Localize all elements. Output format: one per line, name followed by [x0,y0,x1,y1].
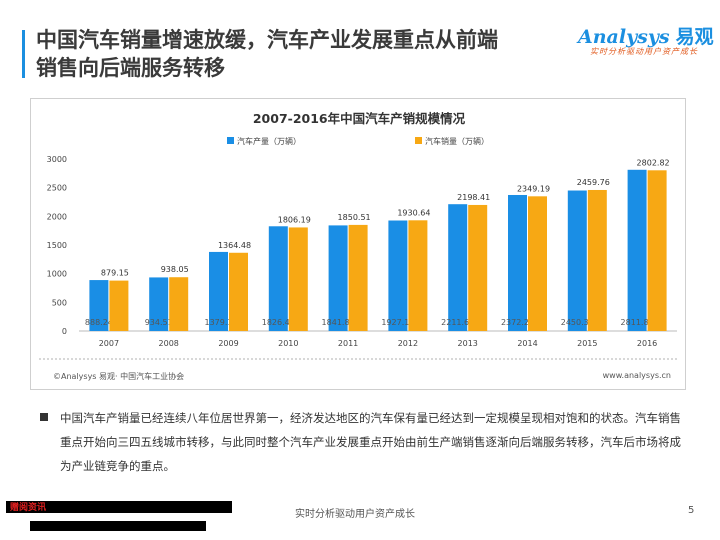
data-label: 2372.29 [501,318,534,327]
bar [209,251,228,331]
data-label: 938.05 [161,265,189,274]
bar [627,169,647,331]
redaction-bar-2 [30,521,206,531]
data-label: 2811.88 [621,318,654,327]
chart-panel: 2007-2016年中国汽车产销规模情况汽车产量（万辆） 汽车销量（万辆） 0 500… [30,98,686,390]
data-label: 879.15 [101,269,129,278]
data-label: 2802.82 [637,158,670,167]
data-label: 1850.51 [338,213,371,222]
bar [149,277,169,331]
legend-label: 汽车销量（万辆） [425,136,489,146]
red-label: 赠阅资讯 [10,503,47,513]
legend-swatch [227,137,234,144]
title-accent-bar [22,30,25,78]
legend-label: 汽车产量（万辆） [237,136,301,146]
bar [468,204,488,331]
x-tick-label: 2013 [458,339,478,348]
page-title-line-2: 销售向后端服务转移 [36,56,225,80]
footer-slogan: 实时分析驱动用户资产成长 [295,509,415,520]
page-title: 中国汽车销量增速放缓，汽车产业发展重点从前端 销售向后端服务转移 [36,26,576,82]
x-tick-label: 2008 [159,339,179,348]
bullet-icon [40,413,48,421]
y-tick-label: 2500 [47,184,67,193]
bar [408,220,428,331]
data-label: 2459.76 [577,178,610,187]
y-tick-label: 0 [62,327,67,336]
body-text: 中国汽车产销量已经连续八年位居世界第一，经济发达地区的汽车保有量已经达到一定规模… [40,406,690,478]
bar [169,277,189,331]
x-tick-label: 2015 [577,339,597,348]
body-paragraph: 中国汽车产销量已经连续八年位居世界第一，经济发达地区的汽车保有量已经达到一定规模… [60,411,681,473]
bar [268,226,288,331]
bar [647,170,667,331]
bar [229,252,248,331]
data-label: 2198.41 [457,193,490,202]
data-label: 934.51 [145,318,173,327]
bar [348,224,368,331]
data-label: 1379.1 [205,318,233,327]
chart-site: www.analysys.cn [602,371,671,380]
x-tick-label: 2009 [218,339,238,348]
y-tick-label: 2000 [47,212,67,221]
data-label: 2450.33 [561,318,594,327]
bar [288,227,308,331]
bar [328,225,348,331]
x-tick-label: 2012 [398,339,418,348]
legend-swatch [415,137,422,144]
bar [567,190,587,331]
bar [388,220,408,331]
analysys-logo: Analysys 易观 实时分析驱动用户资产成长 [578,22,714,62]
data-label: 888.24 [85,318,113,327]
redaction-bar [6,501,232,513]
bar [89,280,109,331]
x-tick-label: 2016 [637,339,657,348]
chart-source: ©Analysys 易观· 中国汽车工业协会 [53,372,185,381]
data-label: 1841.89 [322,318,355,327]
bar [109,280,129,331]
logo-tagline: 实时分析驱动用户资产成长 [590,47,698,56]
data-label: 2211.68 [441,318,474,327]
data-label: 1364.48 [218,241,251,250]
chart-title: 2007-2016年中国汽车产销规模情况 [253,111,466,126]
y-tick-label: 500 [52,298,67,307]
bar [508,194,527,331]
y-tick-label: 3000 [47,155,67,164]
logo-cn-text: 易观 [675,26,714,48]
y-tick-label: 1500 [47,241,67,250]
data-label: 1826.47 [262,318,295,327]
page-title-line-1: 中国汽车销量增速放缓，汽车产业发展重点从前端 [36,28,498,52]
x-tick-label: 2007 [99,339,119,348]
data-label: 1806.19 [278,215,311,224]
y-tick-label: 1000 [47,270,67,279]
logo-text: Analysys [578,26,670,48]
bar [587,189,607,331]
x-tick-label: 2014 [517,339,537,348]
data-label: 1927.18 [381,318,414,327]
data-label: 1930.64 [397,208,430,217]
page-number: 5 [688,505,695,516]
bar [528,196,547,331]
x-tick-label: 2011 [338,339,358,348]
x-tick-label: 2010 [278,339,298,348]
data-label: 2349.19 [517,184,550,193]
bar [448,204,468,331]
